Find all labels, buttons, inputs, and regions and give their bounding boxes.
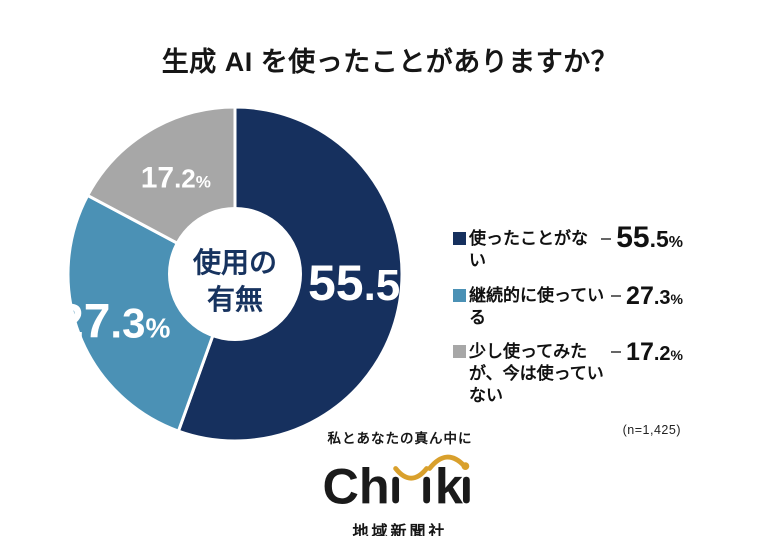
logo-text-ch: Ch <box>323 457 390 514</box>
legend-connector-line <box>601 238 612 240</box>
logo-letter-i-stem <box>462 476 470 504</box>
logo-smile-arc <box>393 466 430 481</box>
donut-center-label-line-0: 使用の <box>192 247 277 278</box>
legend-item: 使ったことがない 55.5% <box>453 221 683 272</box>
legend: 使ったことがない 55.5% 継続的に使っている 27.3% 少し使ってみたが、今は使っ… <box>453 221 683 437</box>
legend-connector-line <box>611 351 622 353</box>
sample-size-note: (n=1,425) <box>622 423 681 437</box>
legend-item: 継続的に使っている 27.3% <box>453 282 683 329</box>
legend-swatch <box>453 232 466 245</box>
company-name: 地域新聞社 <box>352 524 448 536</box>
legend-swatch <box>453 289 466 302</box>
legend-value: 55.5% <box>616 221 683 254</box>
logo-tagline: 私とあなたの真ん中に <box>327 431 473 446</box>
chiiki-logo: Ch k <box>323 454 470 514</box>
legend-label: 少し使ってみたが、今は使っていない <box>469 342 604 405</box>
logo-letter-i-stem <box>392 476 400 504</box>
slice-value-label-2: 17.2% <box>141 161 211 194</box>
legend-item: 少し使ってみたが、今は使っていない 17.2% <box>453 338 683 407</box>
logo-letter-i-stem <box>423 476 431 504</box>
legend-label: 使ったことがない <box>469 229 588 270</box>
legend-items: 使ったことがない 55.5% 継続的に使っている 27.3% 少し使ってみたが、今は使っ… <box>453 221 683 407</box>
logo-text-k: k <box>435 457 464 514</box>
legend-swatch <box>453 345 466 358</box>
legend-label: 継続的に使っている <box>469 286 605 327</box>
donut-center-label-line-1: 有無 <box>207 284 263 315</box>
logo-arch-arc <box>427 454 467 471</box>
footer-logo-block: 私とあなたの真ん中に Ch k 地域新聞社 <box>10 427 780 536</box>
legend-connector-line <box>611 295 622 297</box>
slice-value-label-1: 27.3% <box>57 296 170 349</box>
slice-value-label-0: 55.5% <box>308 255 426 311</box>
donut-hole <box>168 207 302 341</box>
legend-value: 27.3% <box>626 282 683 310</box>
page-title: 生成 AI を使ったことがありますか？ <box>161 47 619 77</box>
logo-i-dot <box>461 462 470 470</box>
legend-value: 17.2% <box>626 338 683 366</box>
